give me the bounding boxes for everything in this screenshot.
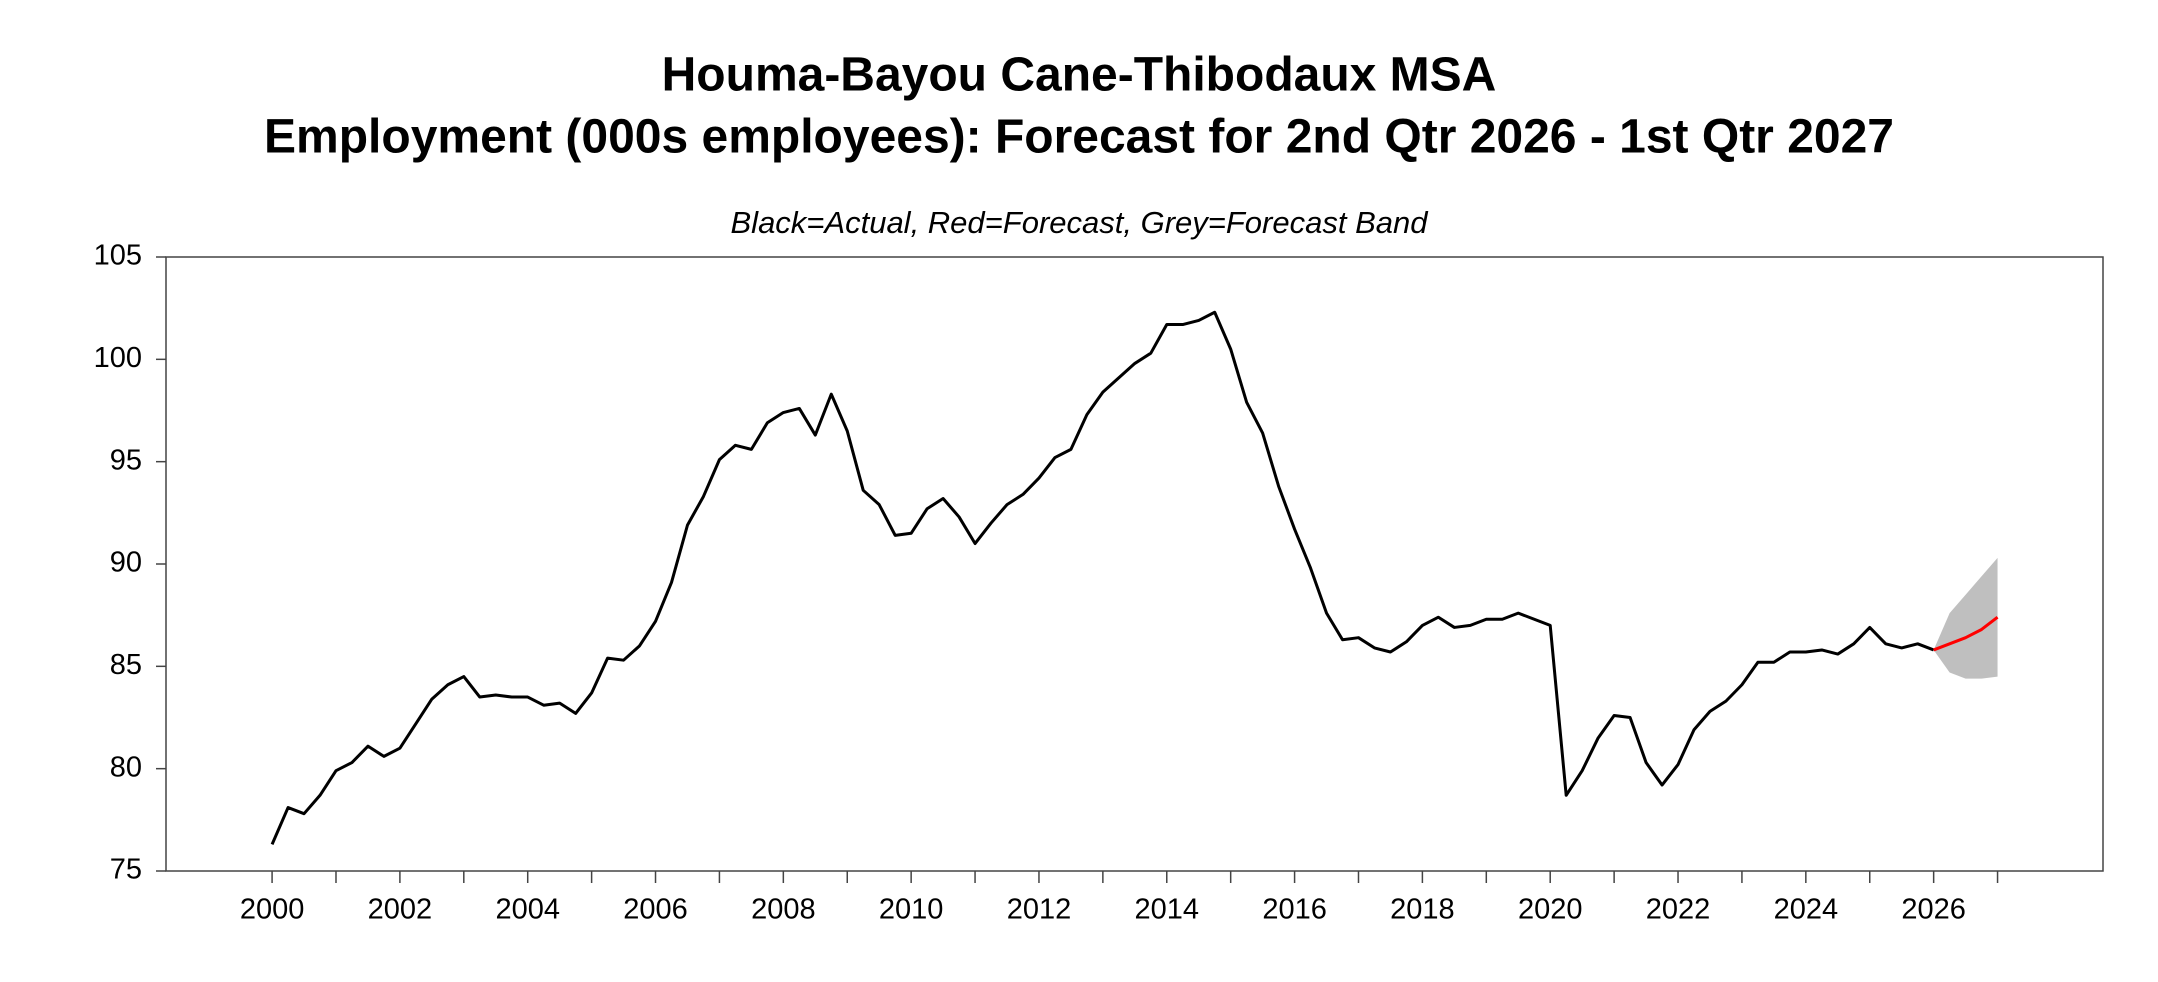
x-tick-label: 2014	[1135, 894, 1200, 926]
x-tick-label: 2020	[1518, 894, 1583, 926]
y-tick-label: 80	[110, 751, 142, 783]
x-tick-label: 2006	[623, 894, 688, 926]
chart-subtitle: Employment (000s employees): Forecast fo…	[264, 111, 1894, 164]
x-tick-label: 2010	[879, 894, 944, 926]
x-tick-label: 2008	[751, 894, 816, 926]
x-tick-label: 2004	[495, 894, 560, 926]
x-tick-label: 2024	[1774, 894, 1839, 926]
y-tick-label: 100	[94, 342, 142, 374]
x-tick-label: 2000	[240, 894, 305, 926]
x-tick-label: 2016	[1262, 894, 1327, 926]
chart-note: Black=Actual, Red=Forecast, Grey=Forecas…	[731, 205, 1430, 240]
forecast-band	[1933, 557, 1998, 679]
chart-title: Houma-Bayou Cane-Thibodaux MSA	[662, 49, 1497, 102]
series-line	[270, 310, 1935, 845]
y-tick-label: 85	[110, 649, 142, 681]
x-tick-label: 2022	[1646, 894, 1711, 926]
series-line	[1933, 616, 1999, 652]
x-tick-label: 2026	[1901, 894, 1966, 926]
plot-frame	[165, 256, 2104, 872]
y-tick-label: 105	[94, 240, 142, 272]
y-tick-label: 95	[110, 444, 142, 476]
x-tick-label: 2012	[1007, 894, 1072, 926]
x-tick-label: 2018	[1390, 894, 1455, 926]
y-tick-label: 75	[110, 854, 142, 886]
x-tick-label: 2002	[368, 894, 433, 926]
y-tick-label: 90	[110, 547, 142, 579]
